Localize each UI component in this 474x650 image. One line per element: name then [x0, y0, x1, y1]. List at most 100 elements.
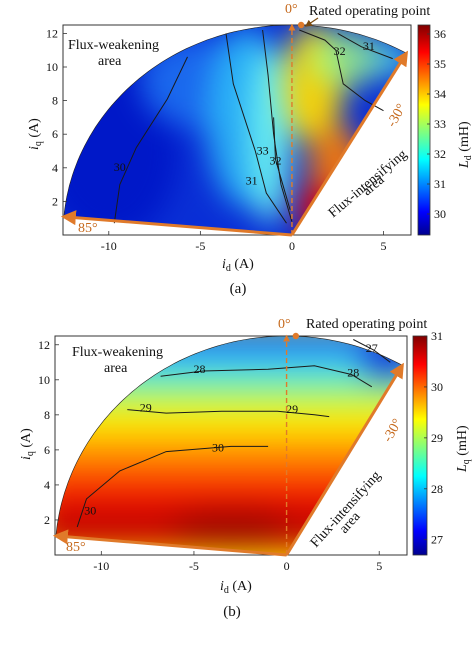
arrow-85-deg	[52, 529, 287, 557]
xlabel-a: id (A)	[222, 257, 254, 274]
region-label-weakening-area-b: area	[104, 361, 128, 376]
contour-label: 27	[366, 341, 378, 355]
y-tick-label: 4	[52, 161, 58, 175]
contour-31-right	[337, 32, 393, 60]
arrow-neg30-deg	[290, 50, 409, 236]
contour-28	[160, 365, 373, 388]
y-tick-label: 10	[38, 373, 50, 387]
contour-label: 28	[194, 362, 206, 376]
contour-lines-b	[76, 339, 391, 528]
x-tick-label: -5	[195, 239, 205, 253]
region-label-weakening-area-a: area	[98, 54, 122, 69]
y-tick-label: 6	[44, 443, 50, 457]
y-tick-label: 6	[52, 127, 58, 141]
y-tick-label: 8	[44, 408, 50, 422]
colorbar-label-b: Lq (mH)	[455, 425, 472, 473]
heat-band	[55, 407, 403, 430]
colorbar-tick-label: 34	[434, 87, 446, 101]
colorbar-a	[417, 24, 431, 236]
axis-ticks-a: -10 -5 0 5 2 4 6 8 10 12	[46, 26, 387, 253]
colorbar-tick-label: 30	[431, 380, 443, 394]
contour-label: 30	[212, 441, 224, 455]
x-tick-label: 0	[289, 239, 295, 253]
contour-labels-b: 28 28 29 29 30 30 27	[84, 341, 378, 518]
x-tick-label: 5	[376, 559, 382, 573]
contour-label: 31	[363, 39, 375, 53]
colorbar-ticks-b: 27 28 29 30 31	[424, 329, 443, 547]
rated-point-label-a: Rated operating point	[309, 4, 430, 19]
arrow-neg30-deg	[285, 362, 404, 556]
colorbar-label-a: Ld (mH)	[457, 121, 474, 169]
contour-label: 32	[334, 44, 346, 58]
angle-arrows-b	[52, 334, 404, 557]
rated-point-marker-b	[292, 332, 300, 340]
caption-b: (b)	[223, 604, 241, 620]
contour-27	[353, 339, 391, 363]
x-tick-label: -5	[189, 559, 199, 573]
x-tick-label: 5	[381, 239, 387, 253]
sector-outline-b	[55, 335, 403, 556]
angle-label-85-b: 85°	[66, 540, 86, 555]
contour-label: 30	[84, 504, 96, 518]
panel-a: 30 31 32 33 32 31 -10 -5 0 5 2 4 6 8 10 12 Flux-weaken…	[27, 2, 474, 297]
region-label-weakening-b: Flux-weakening	[72, 345, 163, 360]
colorbar-tick-label: 27	[431, 533, 443, 547]
colorbar-tick-label: 35	[434, 57, 446, 71]
contour-31-left	[225, 33, 287, 224]
angle-label-0-b: 0°	[278, 317, 291, 332]
contour-32-left	[262, 29, 293, 222]
y-tick-label: 2	[52, 194, 58, 208]
y-tick-label: 4	[44, 478, 50, 492]
rated-point-pointer-a	[304, 17, 319, 27]
sector-outline-a	[63, 24, 407, 236]
y-tick-label: 8	[52, 94, 58, 108]
colorbar-b	[412, 335, 428, 556]
contour-label: 28	[347, 365, 359, 379]
rated-point-label-b: Rated operating point	[306, 317, 427, 332]
caption-a: (a)	[230, 281, 247, 297]
heat-band	[55, 431, 403, 454]
angle-arrows-a	[60, 23, 409, 237]
colorbar-tick-label: 29	[431, 431, 443, 445]
region-label-weakening-a: Flux-weakening	[68, 38, 159, 53]
contour-33	[273, 117, 291, 210]
ylabel-b: iq (A)	[19, 428, 36, 460]
x-tick-label: -10	[101, 239, 117, 253]
axis-ticks-b: -10 -5 0 5 2 4 6 8 10 12	[38, 338, 382, 573]
contour-label: 30	[114, 160, 126, 174]
colorbar-tick-label: 31	[431, 329, 443, 343]
y-tick-label: 12	[38, 338, 50, 352]
y-tick-label: 10	[46, 60, 58, 74]
contour-30	[113, 56, 188, 224]
heat-band	[55, 386, 403, 409]
y-tick-label: 2	[44, 513, 50, 527]
contour-label: 29	[286, 402, 298, 416]
y-tick-label: 12	[46, 26, 58, 40]
contour-32-right	[299, 29, 384, 112]
colorbar-tick-label: 32	[434, 147, 446, 161]
heat-region	[308, 30, 385, 87]
angle-label-85-a: 85°	[78, 221, 98, 236]
colorbar-tick-label: 28	[431, 482, 443, 496]
rated-point-marker-a	[297, 21, 305, 29]
colorbar-ticks-a: 30 31 32 33 34 35 36	[427, 27, 446, 221]
contour-29	[127, 409, 330, 418]
contour-label: 29	[140, 400, 152, 414]
colorbar-tick-label: 33	[434, 117, 446, 131]
contour-label: 33	[257, 143, 269, 157]
panel-b: 28 28 29 29 30 30 27 -10 -5 0 5 2 4 6 8 10 12 Flux-weak…	[19, 317, 472, 620]
colorbar-tick-label: 31	[434, 177, 446, 191]
ylabel-a: iq (A)	[27, 118, 44, 150]
x-tick-label: -10	[93, 559, 109, 573]
colorbar-tick-label: 36	[434, 27, 446, 41]
contour-30	[76, 445, 269, 528]
heat-core	[171, 508, 291, 549]
contour-lines-a	[113, 29, 393, 224]
arrow-85-deg	[60, 210, 293, 237]
colorbar-tick-label: 30	[434, 207, 446, 221]
contour-label: 31	[246, 174, 258, 188]
xlabel-b: id (A)	[220, 579, 252, 596]
x-tick-label: 0	[284, 559, 290, 573]
